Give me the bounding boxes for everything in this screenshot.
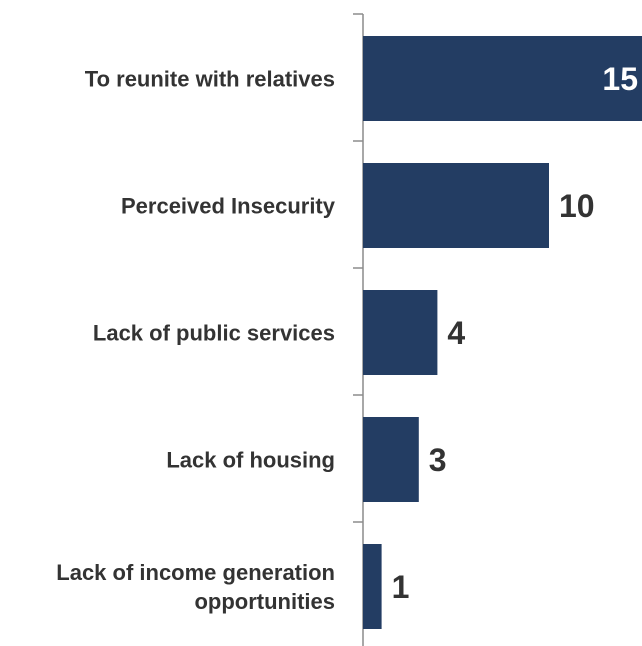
bar — [363, 417, 419, 502]
bar-series — [363, 36, 642, 629]
data-labels: 15 10 4 3 1 — [392, 61, 638, 605]
category-axis — [353, 13, 364, 646]
bar — [363, 36, 642, 121]
bar — [363, 290, 438, 375]
bar — [363, 163, 549, 248]
data-label: 4 — [447, 315, 465, 351]
category-label: Lack of public services — [93, 320, 335, 345]
category-labels: To reunite with relatives Perceived Insec… — [56, 66, 336, 614]
data-label: 10 — [559, 188, 595, 224]
category-label: Lack of income generation opportunities — [56, 560, 335, 614]
data-label: 1 — [392, 569, 410, 605]
category-label: To reunite with relatives — [85, 66, 335, 91]
category-label: Perceived Insecurity — [121, 193, 336, 218]
category-label: Lack of housing — [166, 447, 335, 472]
data-label: 3 — [429, 442, 447, 478]
data-label: 15 — [602, 61, 638, 97]
bar — [363, 544, 382, 629]
